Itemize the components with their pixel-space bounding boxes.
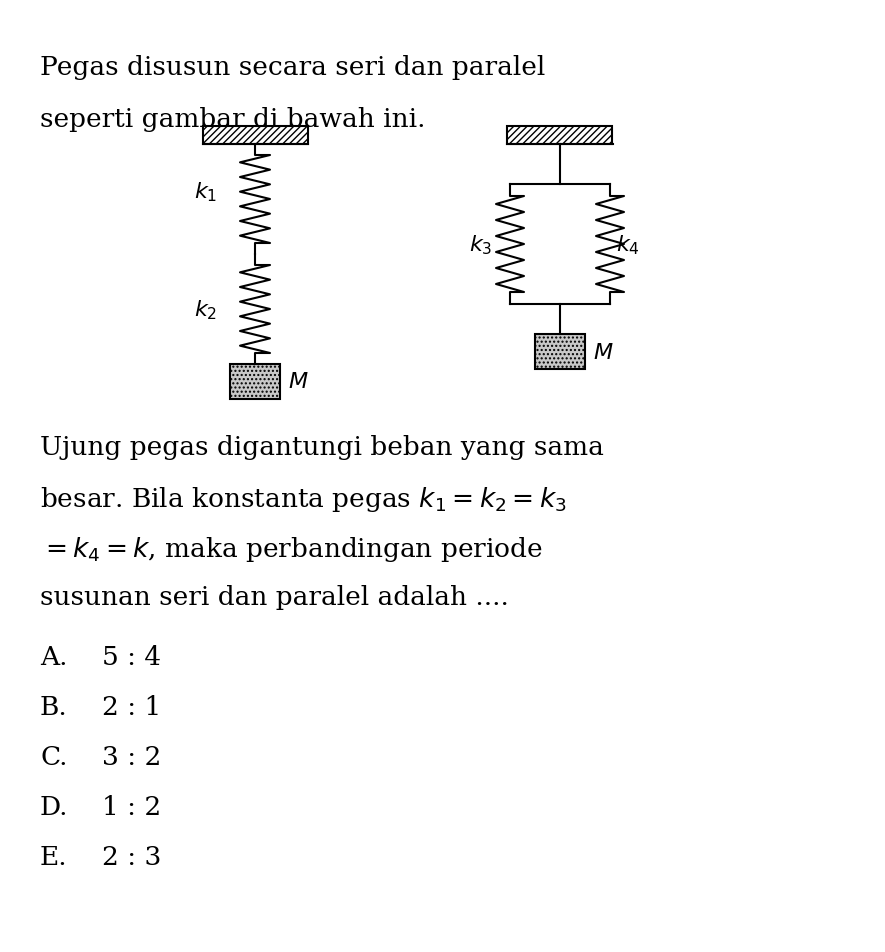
- Text: D.: D.: [40, 794, 68, 819]
- Text: 2 : 3: 2 : 3: [102, 844, 161, 869]
- Text: A.: A.: [40, 645, 67, 669]
- Text: $M$: $M$: [593, 341, 613, 363]
- Text: 2 : 1: 2 : 1: [102, 694, 161, 720]
- Text: $= k_4 = k$, maka perbandingan periode: $= k_4 = k$, maka perbandingan periode: [40, 534, 543, 564]
- Text: $k_1$: $k_1$: [194, 180, 217, 204]
- Text: seperti gambar di bawah ini.: seperti gambar di bawah ini.: [40, 107, 426, 132]
- Text: $k_2$: $k_2$: [194, 298, 217, 322]
- Text: 5 : 4: 5 : 4: [102, 645, 161, 669]
- Text: Pegas disusun secara seri dan paralel: Pegas disusun secara seri dan paralel: [40, 55, 545, 80]
- Text: E.: E.: [40, 844, 67, 869]
- Bar: [535, 335, 585, 369]
- Text: besar. Bila konstanta pegas $k_1 = k_2 = k_3$: besar. Bila konstanta pegas $k_1 = k_2 =…: [40, 485, 566, 513]
- Text: susunan seri dan paralel adalah ....: susunan seri dan paralel adalah ....: [40, 585, 509, 609]
- Text: 1 : 2: 1 : 2: [102, 794, 161, 819]
- Text: $M$: $M$: [288, 371, 309, 393]
- Text: Ujung pegas digantungi beban yang sama: Ujung pegas digantungi beban yang sama: [40, 434, 604, 460]
- Text: 3 : 2: 3 : 2: [102, 744, 161, 769]
- Text: $k_4$: $k_4$: [616, 233, 640, 256]
- Text: C.: C.: [40, 744, 67, 769]
- Bar: [507, 127, 612, 145]
- Bar: [203, 127, 307, 145]
- Bar: [230, 365, 280, 400]
- Text: $k_3$: $k_3$: [469, 233, 492, 256]
- Text: B.: B.: [40, 694, 68, 720]
